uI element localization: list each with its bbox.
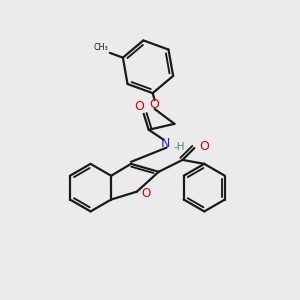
Text: O: O (142, 187, 151, 200)
Text: O: O (134, 100, 144, 113)
Text: O: O (199, 140, 209, 152)
Text: O: O (150, 98, 160, 110)
Text: -H: -H (173, 142, 185, 152)
Text: N: N (161, 137, 170, 150)
Text: CH₃: CH₃ (93, 43, 108, 52)
